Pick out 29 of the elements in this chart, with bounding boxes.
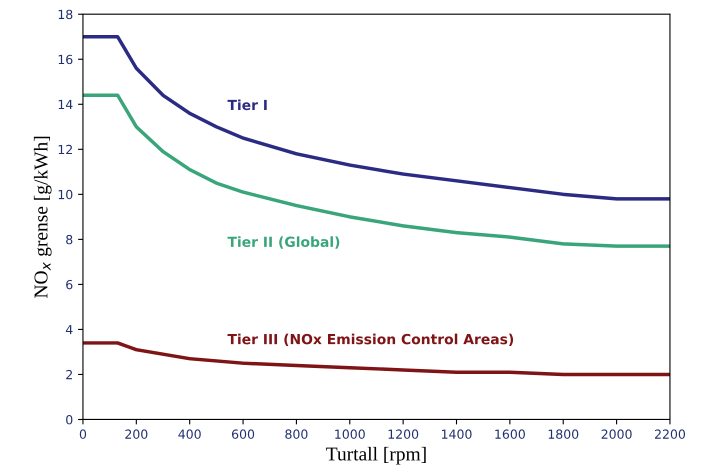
y-tick-label: 10 [58,190,72,200]
x-tick-label: 200 [125,429,148,439]
series-label: Tier I [228,99,267,110]
x-tick-label: 0 [80,429,86,439]
x-tick-label: 1400 [442,429,472,439]
x-axis-title: Turtall [rpm] [326,446,426,464]
x-tick-label: 1200 [388,429,418,439]
x-tick-label: 2000 [602,429,632,439]
x-tick-label: 2200 [654,429,686,439]
series-label: Tier III (NOx Emission Control Areas) [228,334,514,346]
y-tick-label: 2 [66,370,72,380]
x-tick-label: 1000 [335,429,365,439]
x-tick-label: 1600 [495,429,525,439]
y-tick-label: 4 [66,325,73,334]
y-tick-label: 0 [66,414,72,424]
x-tick-label: 600 [232,429,254,439]
x-tick-label: 800 [285,429,308,439]
y-tick-label: 8 [66,234,72,244]
y-tick-label: 18 [58,10,72,20]
y-tick-label: 12 [58,144,72,154]
x-tick-label: 1800 [548,429,578,439]
y-tick-label: 14 [58,100,73,110]
series-label: Tier II (Global) [228,236,340,249]
y-axis-title: NO$_{x}$ grense [g/kWh] [34,136,52,298]
y-tick-label: 6 [66,280,72,290]
x-tick-label: 400 [178,429,201,439]
line-series [82,94,670,248]
line-series [82,35,670,201]
y-tick-label: 16 [58,54,72,64]
